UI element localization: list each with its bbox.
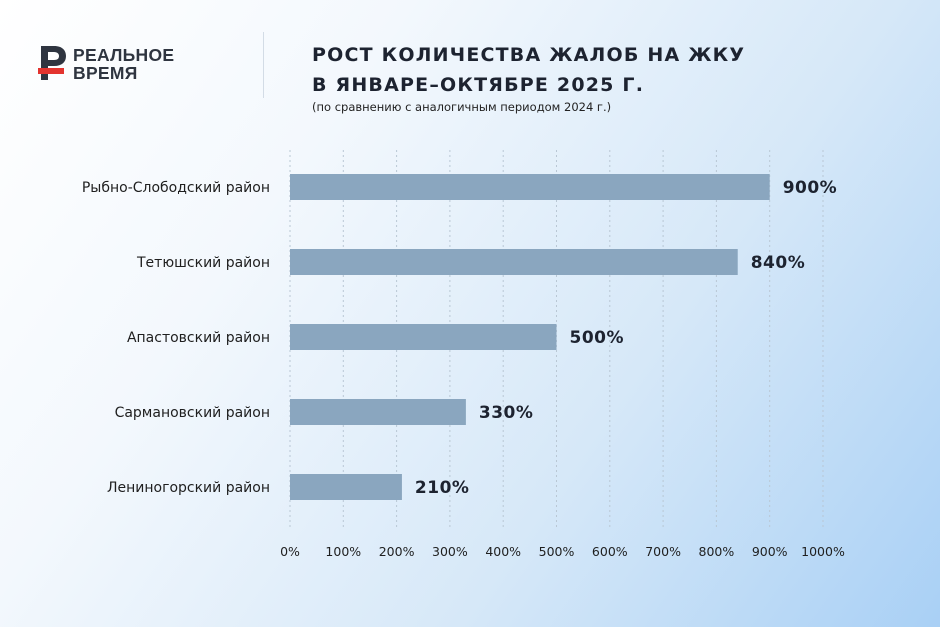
x-tick-label: 900% (752, 544, 788, 559)
x-tick-label: 700% (645, 544, 681, 559)
value-label: 210% (415, 478, 470, 498)
x-tick-label: 600% (592, 544, 628, 559)
brand-name: РЕАЛЬНОЕ ВРЕМЯ (73, 46, 253, 82)
bar (290, 399, 466, 425)
value-label: 330% (479, 403, 534, 423)
chart-subtitle: (по сравнению с аналогичным периодом 202… (312, 100, 612, 114)
category-label: Тетюшский район (136, 255, 270, 271)
x-tick-label: 800% (699, 544, 735, 559)
brand-line-1: РЕАЛЬНОЕ (73, 45, 175, 65)
category-label: Сармановский район (115, 405, 270, 421)
value-label: 900% (783, 178, 838, 198)
x-tick-label: 0% (280, 544, 300, 559)
x-tick-label: 400% (485, 544, 521, 559)
brand-line-2: ВРЕМЯ (73, 63, 138, 83)
chart-title: РОСТ КОЛИЧЕСТВА ЖАЛОБ НА ЖКУ В ЯНВАРЕ–ОК… (312, 40, 745, 100)
category-label: Лениногорский район (107, 480, 270, 496)
brand-logo-icon (38, 46, 66, 80)
x-tick-label: 200% (379, 544, 415, 559)
value-label: 500% (570, 328, 625, 348)
x-tick-label: 300% (432, 544, 468, 559)
bar (290, 474, 402, 500)
header-divider (263, 32, 264, 98)
chart-title-line-2: В ЯНВАРЕ–ОКТЯБРЕ 2025 Г. (312, 74, 645, 96)
bar (290, 174, 770, 200)
x-tick-label: 100% (325, 544, 361, 559)
x-tick-label: 500% (539, 544, 575, 559)
category-label: Апастовский район (127, 330, 270, 346)
chart-title-line-1: РОСТ КОЛИЧЕСТВА ЖАЛОБ НА ЖКУ (312, 44, 746, 66)
bar (290, 324, 557, 350)
category-label: Рыбно-Слободский район (82, 180, 270, 196)
value-label: 840% (751, 253, 806, 273)
bar (290, 249, 738, 275)
x-tick-label: 1000% (801, 544, 845, 559)
